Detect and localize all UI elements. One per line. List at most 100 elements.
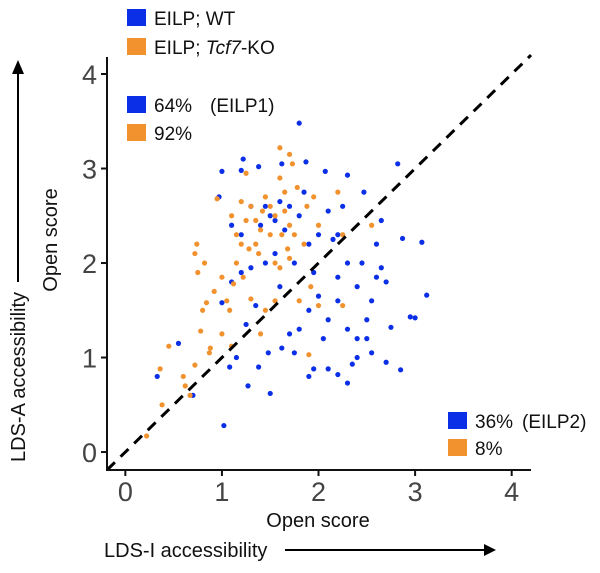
data-point-wt [238,269,244,276]
data-point-wt [344,326,351,332]
data-point-ko [253,217,259,224]
data-point-ko [248,296,254,302]
data-point-wt [344,172,351,178]
lower-orange-percent: 8% [475,439,503,460]
data-point-wt [175,340,182,346]
data-point-wt [279,345,285,351]
data-point-ko [238,241,244,247]
data-point-wt [335,274,341,280]
lower-blue-percent: 36% [475,412,513,433]
data-point-ko [272,213,278,219]
data-point-ko [279,232,285,238]
upper-blue-label: (EILP1) [210,96,274,117]
data-point-ko [182,383,188,389]
data-point-wt [243,321,249,328]
data-point-wt [412,315,418,321]
data-point-wt [272,217,278,224]
lower-swatch-blue [448,412,467,429]
data-point-wt [354,354,360,361]
y-axis-label: Open score [40,188,62,291]
data-point-wt [245,383,251,389]
data-point-ko [201,260,208,266]
data-point-wt [369,298,375,304]
legend: EILP; WT EILP; Tcf7-KO [127,9,275,59]
data-point-ko [200,307,206,313]
x-axis-label: Open score [266,510,369,532]
data-point-ko [194,241,200,247]
outer-y-label: LDS-A accessibility [8,292,30,462]
data-point-wt [282,227,288,233]
upper-orange-percent: 92% [154,124,192,145]
data-point-wt [306,307,312,313]
data-point-ko [227,307,233,313]
x-tick-label: 3 [408,477,423,507]
data-point-ko [286,255,293,261]
data-point-ko [143,433,150,439]
data-point-wt [306,373,312,380]
data-point-ko [296,298,302,304]
data-point-wt [311,366,317,372]
data-point-ko [272,260,278,266]
data-point-wt [296,213,302,219]
data-point-ko [224,298,230,304]
legend-swatch-ko [127,38,146,55]
data-point-ko [203,300,210,306]
data-point-ko [277,265,283,271]
data-point-wt [291,350,297,356]
data-point-wt [256,164,262,170]
data-point-wt [240,156,246,162]
data-point-wt [335,371,341,378]
data-point-wt [221,422,227,429]
data-point-wt [349,361,355,367]
data-point-wt [407,314,413,320]
x-tick-label: 4 [504,477,519,507]
data-point-wt [364,336,370,342]
data-point-ko [259,208,266,214]
data-point-wt [296,120,302,126]
data-point-wt [373,241,380,247]
data-point-wt [354,284,360,290]
data-point-ko [253,241,259,247]
data-point-wt [228,222,235,228]
data-point-ko [315,302,322,309]
data-point-ko [257,331,264,337]
lower-blue-label: (EILP2) [522,412,586,433]
data-point-wt [424,292,430,298]
data-point-ko [277,145,283,151]
data-point-wt [265,350,271,356]
data-point-wt [373,274,380,280]
data-point-ko [214,196,220,202]
outer-x-label: LDS-I accessibility [104,540,267,562]
data-point-ko [219,331,225,337]
data-point-wt [238,167,244,174]
y-tick-label: 0 [82,438,97,468]
data-point-wt [359,260,365,266]
data-point-ko [206,350,212,356]
x-tick-label: 2 [311,477,326,507]
data-point-wt [344,260,351,266]
y-tick-label: 1 [82,344,97,374]
data-point-wt [262,260,268,266]
data-point-wt [361,189,367,195]
data-point-wt [369,350,375,356]
y-tick-label: 4 [82,60,97,90]
data-point-ko [285,246,291,252]
data-point-wt [296,326,302,332]
data-point-wt [320,336,326,342]
data-point-wt [383,279,389,285]
data-point-ko [195,269,201,276]
data-point-wt [248,265,254,271]
data-point-ko [311,194,317,200]
data-point-ko [219,274,225,280]
lower-annotation: 36% (EILP2) 8% [448,412,586,460]
data-point-wt [279,161,285,167]
data-point-wt [267,213,273,219]
data-point-ko [289,161,296,167]
data-point-ko [228,213,235,219]
data-point-wt [227,364,233,370]
data-point-wt [399,235,406,242]
data-point-ko [294,184,300,191]
data-point-wt [325,317,331,323]
outer-x-arrowhead [484,544,496,556]
